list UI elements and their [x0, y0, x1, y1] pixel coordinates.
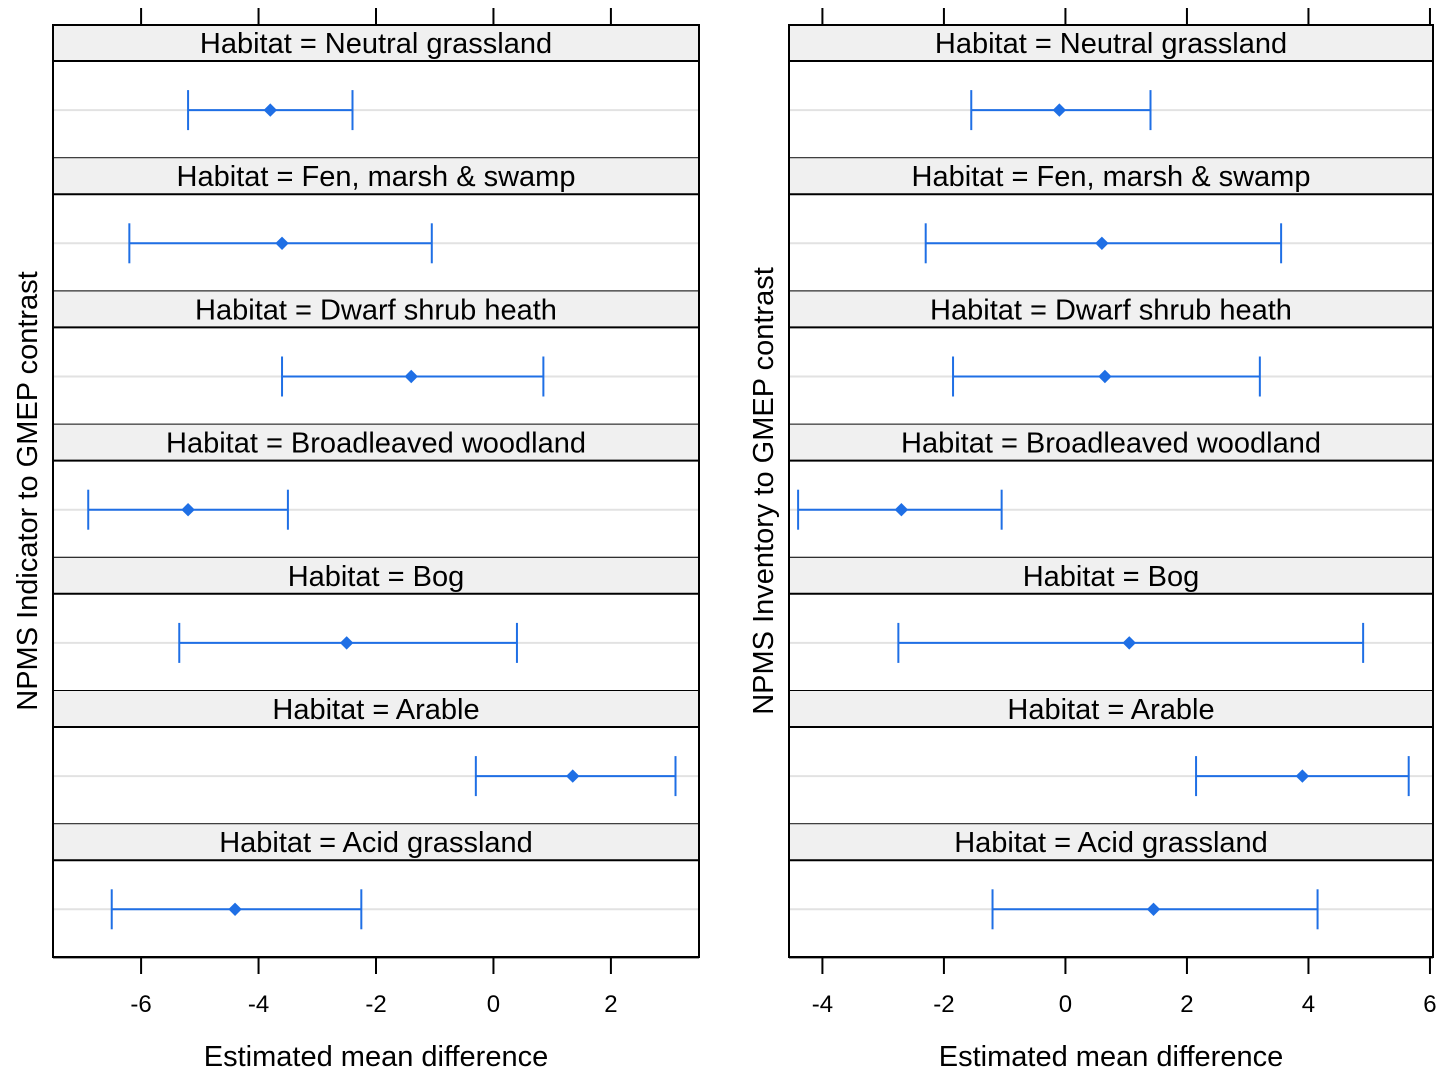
strip-background: [53, 291, 699, 328]
y-axis-label: NPMS Indicator to GMEP contrast: [12, 271, 44, 710]
estimate-point: [894, 502, 909, 517]
estimate-point: [263, 103, 277, 117]
strip-label: Habitat = Acid grassland: [219, 827, 533, 859]
estimate-point: [1095, 236, 1109, 251]
strip-label: Habitat = Fen, marsh & swamp: [912, 161, 1311, 193]
strip-background: [53, 691, 699, 727]
strip-background: [789, 158, 1433, 195]
strip-background: [53, 824, 699, 861]
strip-background: [789, 824, 1433, 861]
strip-background: [53, 25, 699, 61]
x-axis-label: Estimated mean difference: [939, 1041, 1283, 1071]
chart-2: Habitat = Neutral grassland Habitat = Fen…: [748, 8, 1437, 1073]
panel-4: Habitat = Broadleaved woodland: [53, 424, 699, 559]
strip-label: Habitat = Neutral grassland: [200, 28, 552, 60]
panel-6: Habitat = Arable: [789, 691, 1433, 826]
strip-label: Habitat = Dwarf shrub heath: [930, 294, 1292, 326]
strip-label: Habitat = Acid grassland: [954, 827, 1268, 859]
x-tick-label: 2: [604, 991, 617, 1018]
estimate-point: [1052, 103, 1067, 117]
strip-label: Habitat = Bog: [1023, 561, 1200, 593]
panel-1: Habitat = Neutral grassland: [789, 25, 1433, 160]
x-tick-label: 0: [487, 991, 500, 1018]
estimate-point: [1122, 636, 1136, 650]
y-axis-label: NPMS Inventory to GMEP contrast: [748, 267, 780, 715]
panel-1: Habitat = Neutral grassland: [53, 25, 699, 160]
panel-4: Habitat = Broadleaved woodland: [789, 424, 1433, 559]
estimate-point: [404, 369, 418, 384]
strip-label: Habitat = Broadleaved woodland: [901, 428, 1321, 460]
x-tick-label: 0: [1059, 991, 1072, 1018]
estimate-point: [1098, 369, 1112, 384]
estimate-point: [275, 236, 289, 251]
panel-5: Habitat = Bog: [53, 557, 699, 692]
strip-label: Habitat = Bog: [288, 561, 465, 593]
estimate-point: [1146, 902, 1161, 917]
chart-1: Habitat = Neutral grassland Habitat = Fen…: [12, 8, 700, 1073]
strip-label: Habitat = Neutral grassland: [935, 28, 1287, 60]
strip-background: [53, 557, 699, 594]
panel-2: Habitat = Fen, marsh & swamp: [789, 158, 1433, 293]
estimate-point: [228, 902, 242, 917]
estimate-point: [339, 636, 354, 650]
strip-background: [789, 25, 1433, 61]
strip-background: [53, 158, 699, 195]
x-tick-label: -2: [933, 991, 954, 1018]
strip-label: Habitat = Dwarf shrub heath: [195, 294, 557, 326]
strip-background: [789, 557, 1433, 594]
strip-label: Habitat = Fen, marsh & swamp: [177, 161, 576, 193]
panel-3: Habitat = Dwarf shrub heath: [53, 291, 699, 426]
x-tick-label: -2: [365, 991, 386, 1018]
x-tick-label: 6: [1423, 991, 1436, 1018]
x-tick-label: -6: [130, 991, 151, 1018]
strip-label: Habitat = Broadleaved woodland: [166, 428, 586, 460]
strip-label: Habitat = Arable: [1007, 694, 1214, 726]
strip-background: [789, 424, 1433, 461]
panel-2: Habitat = Fen, marsh & swamp: [53, 158, 699, 293]
panel-7: Habitat = Acid grassland: [53, 824, 699, 959]
plot-frame: [788, 24, 1434, 958]
x-tick-label: 2: [1180, 991, 1193, 1018]
x-tick-label: -4: [248, 991, 269, 1018]
x-tick-label: 4: [1302, 991, 1315, 1018]
estimate-point: [1295, 769, 1310, 783]
strip-background: [789, 291, 1433, 328]
panel-7: Habitat = Acid grassland: [789, 824, 1433, 959]
x-tick-label: -4: [812, 991, 833, 1018]
strip-background: [53, 424, 699, 461]
panel-5: Habitat = Bog: [789, 557, 1433, 692]
strip-label: Habitat = Arable: [272, 694, 479, 726]
estimate-point: [566, 769, 580, 783]
x-axis-label: Estimated mean difference: [204, 1041, 548, 1071]
panel-3: Habitat = Dwarf shrub heath: [789, 291, 1433, 426]
estimate-point: [181, 502, 195, 517]
strip-background: [789, 691, 1433, 727]
panel-6: Habitat = Arable: [53, 691, 699, 826]
